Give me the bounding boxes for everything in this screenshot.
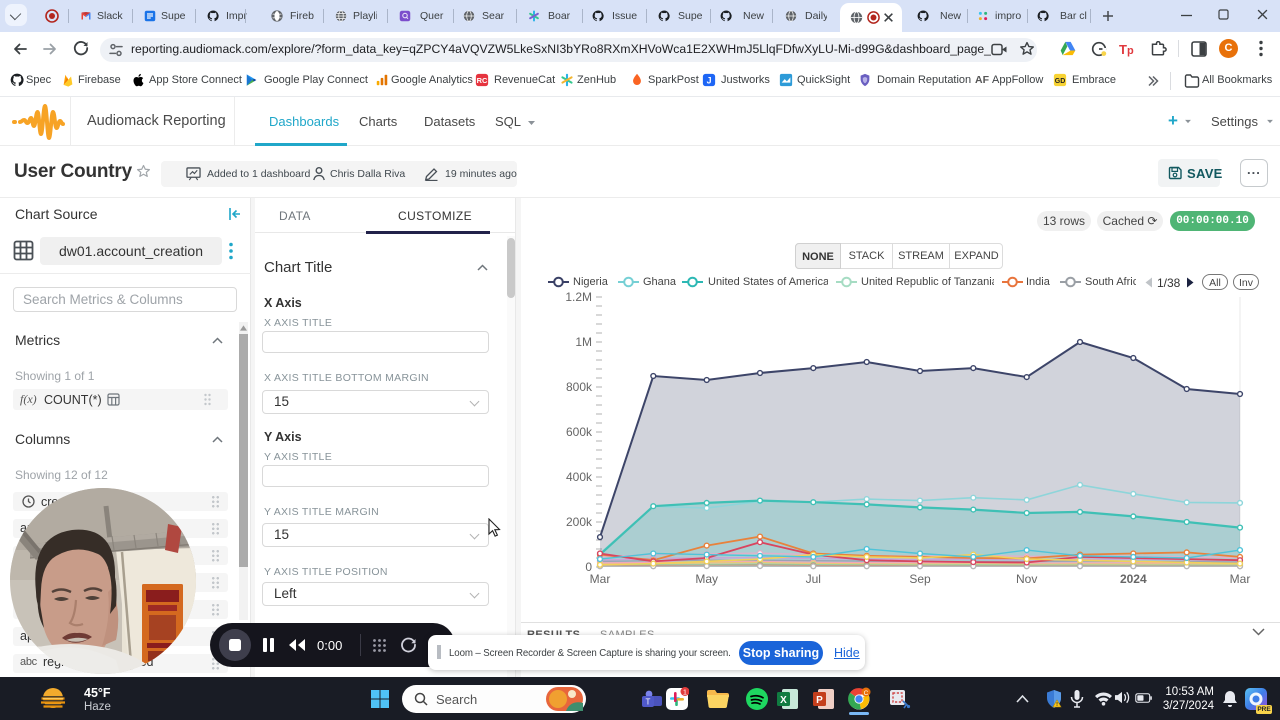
svg-text:1.2M: 1.2M xyxy=(565,290,592,304)
svg-text:RC: RC xyxy=(477,76,488,85)
svg-text:GD: GD xyxy=(1055,78,1066,85)
svg-text:!: ! xyxy=(1056,702,1058,708)
svg-text:2024: 2024 xyxy=(1120,572,1147,586)
svg-text:Sep: Sep xyxy=(909,572,931,586)
svg-text:J: J xyxy=(707,76,712,86)
svg-text:X: X xyxy=(780,695,787,706)
svg-text:200k: 200k xyxy=(566,515,593,529)
svg-text:Mar: Mar xyxy=(590,572,611,586)
svg-text:P: P xyxy=(816,695,823,706)
svg-text:Jul: Jul xyxy=(806,572,821,586)
svg-text:1M: 1M xyxy=(575,335,592,349)
svg-text:Mar: Mar xyxy=(1230,572,1251,586)
svg-text:400k: 400k xyxy=(566,470,593,484)
svg-text:600k: 600k xyxy=(566,425,593,439)
svg-text:Nov: Nov xyxy=(1016,572,1037,586)
svg-text:C: C xyxy=(864,690,869,697)
svg-text:800k: 800k xyxy=(566,380,593,394)
svg-text:1: 1 xyxy=(683,688,687,697)
svg-text:May: May xyxy=(695,572,718,586)
svg-text:T: T xyxy=(646,698,651,707)
svg-text:0: 0 xyxy=(585,560,592,574)
